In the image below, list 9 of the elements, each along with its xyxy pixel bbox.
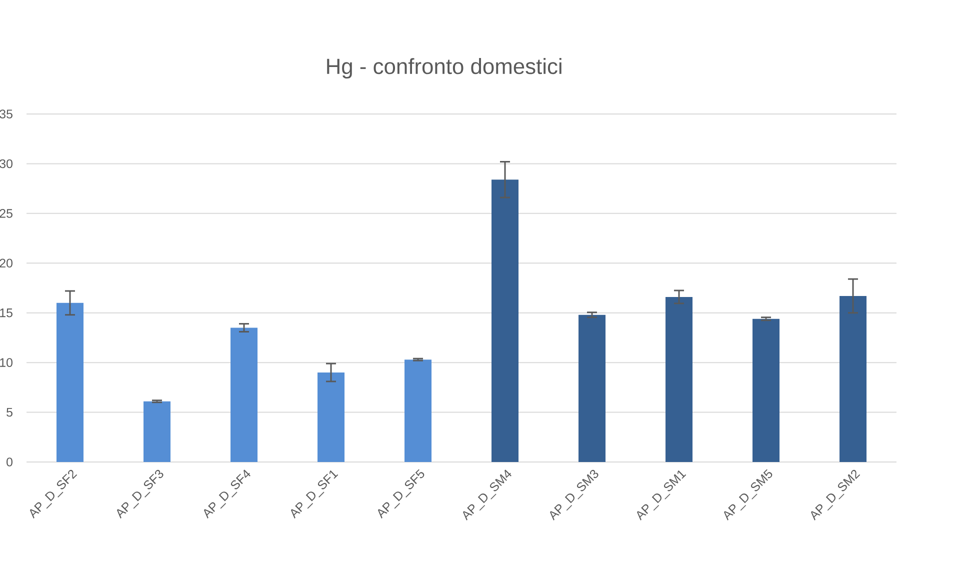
y-tick-label: 5 <box>6 408 12 417</box>
y-tick-label: 30 <box>0 159 12 168</box>
y-tick-label: 35 <box>0 110 12 118</box>
y-tick-label: 0 <box>6 458 12 466</box>
chart-title: Hg - confronto domestici <box>327 58 562 78</box>
y-tick-label: 15 <box>0 308 12 318</box>
y-tick-label: 25 <box>0 209 12 218</box>
y-tick-label: 20 <box>0 258 12 268</box>
y-tick-label: 10 <box>0 358 12 367</box>
